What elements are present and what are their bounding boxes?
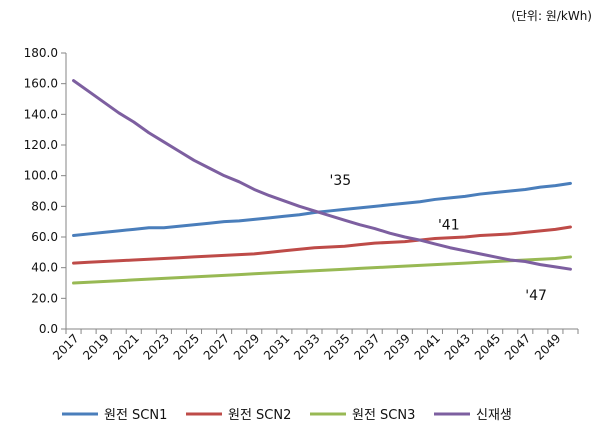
y-tick-label: 140.0 bbox=[24, 107, 58, 121]
x-tick-label: 2039 bbox=[381, 331, 412, 362]
series-line bbox=[72, 79, 572, 271]
x-tick-label: 2041 bbox=[412, 331, 443, 362]
y-tick-label: 60.0 bbox=[31, 230, 58, 244]
legend-label: 원전 SCN3 bbox=[352, 408, 415, 423]
axes: 0.0 20.0 40.0 60.0 80.0 100.0 120.0 140.0 160.0 1… bbox=[24, 46, 579, 363]
series-lines bbox=[72, 79, 572, 285]
x-tick-label: 2033 bbox=[291, 331, 322, 362]
x-tick-label: 2023 bbox=[141, 331, 172, 362]
annotations: '35 '41 '47 bbox=[330, 173, 547, 304]
x-tick-label: 2019 bbox=[80, 331, 111, 362]
annotation-label: '47 bbox=[525, 288, 547, 304]
x-tick-label: 2049 bbox=[532, 331, 563, 362]
annotation-label: '41 bbox=[438, 217, 460, 233]
y-tick-label: 100.0 bbox=[24, 169, 58, 183]
legend-label: 원전 SCN2 bbox=[228, 408, 291, 423]
legend-label: 신재생 bbox=[476, 408, 512, 423]
x-tick-label: 2045 bbox=[472, 331, 503, 362]
x-tick-label: 2027 bbox=[201, 331, 232, 362]
y-tick-label: 0.0 bbox=[39, 322, 58, 336]
y-tick-label: 180.0 bbox=[24, 46, 58, 60]
legend-label: 원전 SCN1 bbox=[104, 408, 167, 423]
x-tick-label: 2035 bbox=[321, 331, 352, 362]
series-line bbox=[72, 255, 572, 285]
x-tick-label: 2031 bbox=[261, 331, 292, 362]
y-tick-label: 80.0 bbox=[31, 199, 58, 213]
series-line bbox=[72, 181, 572, 237]
x-tick-label: 2025 bbox=[171, 331, 202, 362]
legend: 원전 SCN1 원전 SCN2 원전 SCN3 신재생 bbox=[62, 408, 512, 423]
x-tick-label: 2037 bbox=[351, 331, 382, 362]
series-line bbox=[72, 225, 572, 265]
x-tick-label: 2021 bbox=[110, 331, 141, 362]
unit-label: (단위: 원/kWh) bbox=[511, 9, 592, 23]
y-tick-label: 20.0 bbox=[31, 291, 58, 305]
x-tick-label: 2043 bbox=[442, 331, 473, 362]
x-tick-label: 2029 bbox=[231, 331, 262, 362]
annotation-label: '35 bbox=[330, 173, 352, 189]
x-tick-label: 2047 bbox=[502, 331, 533, 362]
y-tick-label: 160.0 bbox=[24, 77, 58, 91]
y-tick-label: 40.0 bbox=[31, 261, 58, 275]
y-tick-label: 120.0 bbox=[24, 138, 58, 152]
